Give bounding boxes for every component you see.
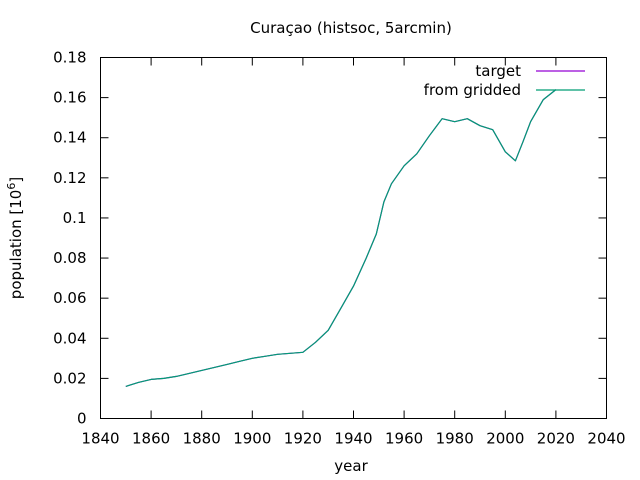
x-tick-label: 1960 <box>385 430 423 448</box>
legend-label-from-gridded: from gridded <box>424 81 521 99</box>
y-tick-label: 0.14 <box>53 129 86 147</box>
y-axis-label: population [106] <box>5 177 25 299</box>
y-axis-ticks: 0 0.02 0.04 0.06 0.08 0.1 0.12 0.14 0.16 0.18 <box>53 49 607 428</box>
x-axis-label: year <box>334 457 368 475</box>
x-tick-label: 1980 <box>436 430 474 448</box>
x-tick-label: 2020 <box>537 430 575 448</box>
x-tick-label: 2040 <box>587 430 625 448</box>
x-tick-label: 1880 <box>183 430 221 448</box>
y-tick-label: 0.18 <box>53 49 86 67</box>
y-axis-label-main: population [10 <box>7 190 25 300</box>
y-tick-label: 0.06 <box>53 289 86 307</box>
series-line-target <box>125 89 557 387</box>
x-tick-label: 1860 <box>132 430 170 448</box>
series-lines <box>125 89 557 387</box>
x-tick-label: 1900 <box>233 430 271 448</box>
legend-label-target: target <box>475 62 521 80</box>
y-axis-label-exponent: 6 <box>5 183 18 190</box>
y-tick-label: 0 <box>77 410 87 428</box>
chart-title: Curaçao (histsoc, 5arcmin) <box>250 19 452 37</box>
y-tick-label: 0.04 <box>53 329 86 347</box>
x-tick-label: 1920 <box>284 430 322 448</box>
y-axis-label-end: ] <box>7 177 25 183</box>
x-tick-label: 1840 <box>81 430 119 448</box>
legend: target from gridded <box>424 62 585 99</box>
y-tick-label: 0.12 <box>53 169 86 187</box>
y-tick-label: 0.02 <box>53 369 86 387</box>
plot-frame <box>100 57 607 419</box>
y-tick-label: 0.16 <box>53 89 86 107</box>
x-tick-label: 1940 <box>334 430 372 448</box>
x-tick-label: 2000 <box>486 430 524 448</box>
y-tick-label: 0.08 <box>53 249 86 267</box>
x-axis-ticks: 1840 1860 1880 1900 1920 1940 1960 1980 2000 2020… <box>81 57 626 448</box>
y-tick-label: 0.1 <box>63 209 87 227</box>
series-line-from-gridded <box>125 89 557 387</box>
